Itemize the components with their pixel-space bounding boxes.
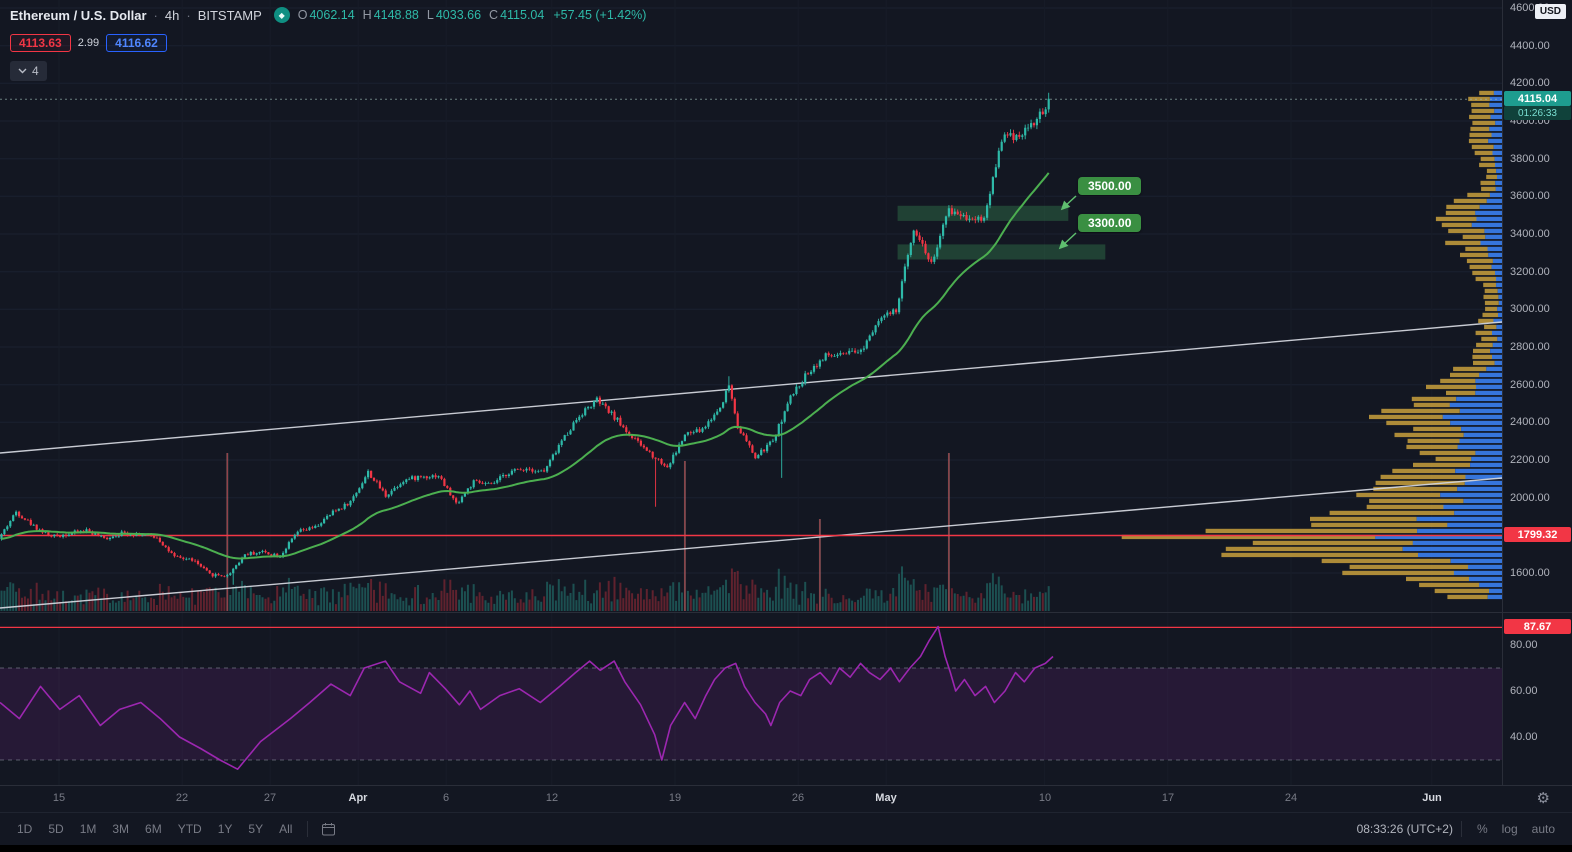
time-axis-label: 10 — [1038, 792, 1052, 804]
range-buttons: 1D 5D 1M 3M 6M YTD 1Y 5Y All — [10, 819, 299, 839]
currency-toggle[interactable]: USD — [1534, 4, 1566, 19]
buy-button[interactable]: 4116.62 — [106, 34, 167, 52]
price-tick: 3200.00 — [1510, 266, 1550, 278]
toolbar-divider — [1460, 821, 1462, 837]
log-scale-button[interactable]: log — [1495, 819, 1525, 839]
price-tick: 3600.00 — [1510, 190, 1550, 202]
range-button-1m[interactable]: 1M — [73, 819, 104, 839]
object-tree-collapse-button[interactable]: 4 — [10, 61, 47, 81]
price-tick: 2200.00 — [1510, 454, 1550, 466]
price-tick: 2000.00 — [1510, 492, 1550, 504]
time-axis-label: 19 — [668, 792, 682, 804]
price-level-label-3500[interactable]: 3500.00 — [1078, 177, 1142, 195]
price-tick: 1600.00 — [1510, 567, 1550, 579]
range-button-all[interactable]: All — [272, 819, 299, 839]
time-axis-label: 12 — [545, 792, 559, 804]
clock-label[interactable]: 08:33:26 (UTC+2) — [1356, 822, 1453, 836]
time-axis-label: May — [875, 792, 897, 804]
toolbar-divider — [307, 821, 309, 837]
object-count: 4 — [32, 64, 39, 78]
go-to-date-button[interactable] — [316, 819, 341, 840]
separator: · — [153, 7, 158, 23]
price-tick: 3000.00 — [1510, 303, 1550, 315]
pane-separator[interactable] — [0, 785, 1572, 786]
ethereum-icon: ◆ — [273, 7, 290, 23]
range-button-1d[interactable]: 1D — [10, 819, 39, 839]
countdown-badge: 01:26:33 — [1504, 106, 1571, 120]
symbol-title[interactable]: Ethereum / U.S. Dollar — [10, 7, 147, 23]
open-label: O — [297, 8, 308, 22]
range-button-ytd[interactable]: YTD — [171, 819, 209, 839]
rsi-pane-canvas[interactable] — [0, 613, 1502, 785]
time-axis[interactable]: ⚙ 15 22 27 Apr 6 12 19 26 May 10 17 24 Jun — [0, 786, 1572, 812]
spread-value: 2.99 — [77, 37, 100, 49]
time-axis-label: Apr — [348, 792, 368, 804]
price-tick: 4400.00 — [1510, 40, 1550, 52]
rsi-line-badge: 87.67 — [1504, 619, 1571, 634]
time-axis-label: 26 — [791, 792, 805, 804]
high-label: H — [362, 8, 372, 22]
change-value: +57.45 (+1.42%) — [553, 8, 647, 22]
auto-scale-button[interactable]: auto — [1525, 819, 1562, 839]
bid-ask-row: 4113.63 2.99 4116.62 — [10, 34, 167, 52]
rsi-tick: 40.00 — [1510, 731, 1538, 743]
range-button-6m[interactable]: 6M — [138, 819, 169, 839]
separator: · — [186, 7, 191, 23]
ohlc-readout: O 4062.14 H 4148.88 L 4033.66 C 4115.04 — [290, 8, 545, 22]
interval-label[interactable]: 4h — [164, 7, 180, 23]
time-axis-label: 17 — [1161, 792, 1175, 804]
price-tick: 2800.00 — [1510, 341, 1550, 353]
rsi-tick: 60.00 — [1510, 685, 1538, 697]
low-label: L — [426, 8, 434, 22]
price-tick: 3800.00 — [1510, 153, 1550, 165]
bottom-toolbar: 1D 5D 1M 3M 6M YTD 1Y 5Y All 08:33:26 (UTC+2) % … — [0, 812, 1572, 845]
last-price-badge: 4115.04 — [1504, 91, 1571, 106]
low-value: 4033.66 — [435, 8, 482, 22]
chevron-down-icon — [18, 68, 27, 74]
percent-scale-button[interactable]: % — [1470, 819, 1495, 839]
price-line-badge: 1799.32 — [1504, 527, 1571, 542]
close-label: C — [489, 8, 499, 22]
price-axis[interactable]: USD 4115.04 01:26:33 1799.32 87.67 4600.… — [1502, 0, 1572, 786]
time-axis-label: Jun — [1422, 792, 1442, 804]
chart-legend: Ethereum / U.S. Dollar · 4h · BITSTAMP ◆… — [10, 7, 646, 23]
price-level-label-3300[interactable]: 3300.00 — [1078, 214, 1142, 232]
price-tick: 2600.00 — [1510, 379, 1550, 391]
exchange-label[interactable]: BITSTAMP — [197, 7, 262, 23]
time-axis-label: 24 — [1284, 792, 1298, 804]
price-tick: 2400.00 — [1510, 416, 1550, 428]
close-value: 4115.04 — [500, 8, 545, 22]
main-chart-canvas[interactable] — [0, 0, 1502, 612]
range-button-1y[interactable]: 1Y — [211, 819, 240, 839]
time-axis-label: 22 — [175, 792, 189, 804]
pane-separator[interactable] — [0, 612, 1572, 613]
sell-button[interactable]: 4113.63 — [10, 34, 71, 52]
open-value: 4062.14 — [309, 8, 355, 22]
range-button-5d[interactable]: 5D — [41, 819, 70, 839]
range-button-3m[interactable]: 3M — [105, 819, 136, 839]
time-axis-label: 6 — [442, 792, 450, 804]
range-button-5y[interactable]: 5Y — [241, 819, 270, 839]
price-tick: 3400.00 — [1510, 228, 1550, 240]
price-tick: 4200.00 — [1510, 77, 1550, 89]
time-axis-label: 15 — [52, 792, 66, 804]
calendar-icon — [322, 822, 336, 835]
rsi-tick: 80.00 — [1510, 639, 1538, 651]
object-tree-row: 4 — [10, 61, 47, 81]
footer-strip — [0, 845, 1572, 852]
high-value: 4148.88 — [373, 8, 419, 22]
gear-icon[interactable]: ⚙ — [1536, 790, 1550, 807]
time-axis-label: 27 — [263, 792, 277, 804]
